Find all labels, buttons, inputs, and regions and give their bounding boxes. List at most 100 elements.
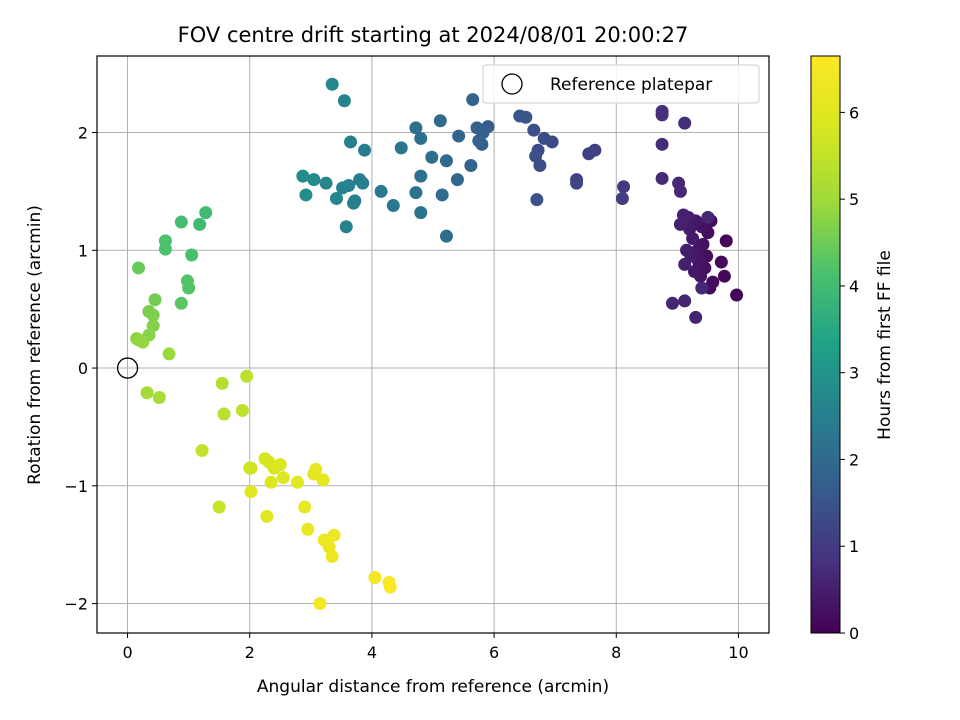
chart-title: FOV centre drift starting at 2024/08/01 …	[178, 23, 689, 47]
data-point	[439, 154, 453, 168]
data-point	[672, 176, 686, 190]
data-point	[325, 77, 339, 91]
data-point	[329, 191, 343, 205]
data-point	[244, 461, 258, 475]
data-point	[678, 116, 692, 130]
data-point	[687, 264, 701, 278]
data-point	[136, 335, 150, 349]
data-point	[655, 104, 669, 118]
data-point	[450, 173, 464, 187]
data-point	[344, 135, 358, 149]
y-tick-label: −1	[64, 477, 88, 496]
y-tick-label: 1	[78, 241, 88, 260]
data-point	[570, 176, 584, 190]
data-point	[439, 229, 453, 243]
colorbar-label: Hours from first FF file	[875, 250, 895, 440]
data-point	[665, 296, 679, 310]
data-point	[316, 473, 330, 487]
data-point	[383, 580, 397, 594]
colorbar-tick-label: 5	[849, 190, 859, 209]
data-point	[374, 184, 388, 198]
x-tick-label: 2	[245, 643, 255, 662]
data-point	[464, 159, 478, 173]
data-point	[730, 288, 744, 302]
data-point	[347, 196, 361, 210]
data-point	[680, 243, 694, 257]
data-point	[695, 281, 709, 295]
data-point	[452, 129, 466, 143]
grid-lines	[97, 56, 769, 633]
data-point	[414, 169, 428, 183]
data-point	[158, 242, 172, 256]
data-point	[470, 121, 484, 135]
colorbar-gradient	[810, 55, 841, 634]
data-point	[336, 181, 350, 195]
data-point	[174, 296, 188, 310]
data-point	[615, 191, 629, 205]
data-point	[307, 173, 321, 187]
data-point	[199, 206, 213, 220]
data-point	[299, 188, 313, 202]
data-point	[195, 443, 209, 457]
data-point	[174, 215, 188, 229]
plot-frame	[96, 55, 770, 634]
y-axis-ticks: −2 −1 0 1 2	[64, 124, 97, 614]
data-point	[313, 597, 327, 611]
reference-marker-icon	[116, 357, 139, 379]
data-points	[130, 77, 744, 611]
data-point	[537, 131, 551, 145]
data-point	[655, 137, 669, 151]
x-tick-label: 6	[489, 643, 499, 662]
data-point	[582, 147, 596, 161]
data-point	[240, 369, 254, 383]
y-tick-label: 2	[78, 124, 88, 143]
data-point	[264, 475, 278, 489]
data-point	[353, 173, 367, 187]
data-point	[152, 390, 166, 404]
y-tick-label: 0	[78, 359, 88, 378]
data-point	[212, 500, 226, 514]
data-point	[132, 261, 146, 275]
data-point	[394, 141, 408, 155]
legend: Reference platepar	[482, 64, 760, 104]
data-point	[260, 509, 274, 523]
data-point	[148, 293, 162, 307]
x-axis-label: Angular distance from reference (arcmin)	[257, 677, 609, 697]
reference-marker-layer	[116, 357, 139, 379]
data-point	[182, 281, 196, 295]
data-point	[472, 134, 486, 148]
colorbar-tick-label: 6	[849, 103, 859, 122]
data-point	[714, 255, 728, 269]
data-point	[358, 143, 372, 157]
data-point	[273, 458, 287, 472]
x-tick-label: 10	[728, 643, 748, 662]
data-point	[325, 549, 339, 563]
data-point	[386, 199, 400, 213]
data-point	[527, 123, 541, 137]
data-point	[301, 522, 315, 536]
data-point	[701, 210, 715, 224]
data-point	[678, 294, 692, 308]
legend-box	[482, 64, 760, 104]
data-point	[433, 114, 447, 128]
colorbar: 0 1 2 3 4 5 6 Hours from first FF file	[810, 55, 895, 643]
colorbar-tick-label: 4	[849, 277, 859, 296]
data-point	[689, 310, 703, 324]
data-point	[296, 169, 310, 183]
data-point	[244, 485, 258, 499]
data-point	[425, 150, 439, 164]
legend-label: Reference platepar	[550, 75, 712, 95]
data-point	[655, 171, 669, 185]
colorbar-tick-label: 3	[849, 364, 859, 383]
colorbar-tick-label: 0	[849, 624, 859, 643]
data-point	[327, 528, 341, 542]
data-point	[290, 475, 304, 489]
data-point	[414, 131, 428, 145]
data-point	[409, 186, 423, 200]
data-point	[339, 220, 353, 234]
data-point	[717, 269, 731, 283]
data-point	[276, 471, 290, 485]
data-point	[414, 206, 428, 220]
y-tick-label: −2	[64, 595, 88, 614]
